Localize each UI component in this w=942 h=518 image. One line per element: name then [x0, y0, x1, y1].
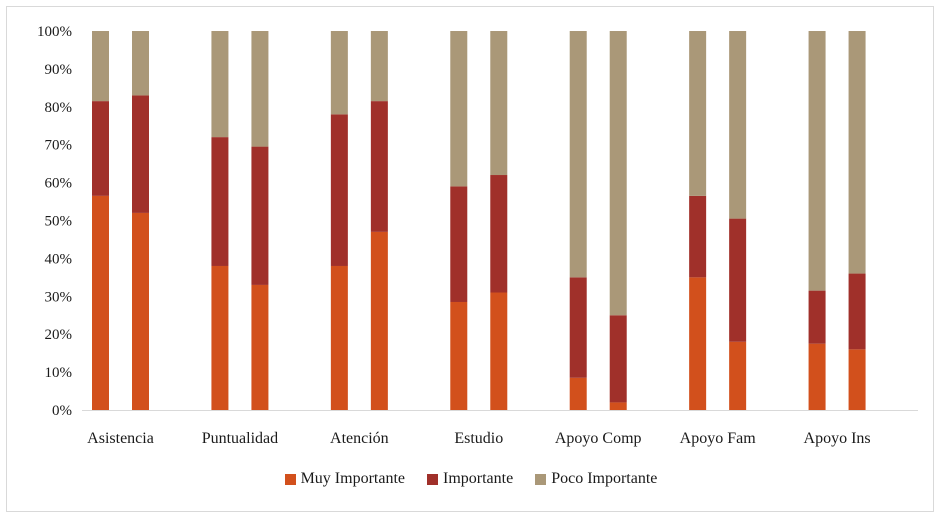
- x-tick-label: Asistencia: [87, 430, 154, 447]
- y-tick-label: 50%: [45, 214, 73, 230]
- y-tick-label: 30%: [45, 289, 73, 305]
- y-tick-label: 40%: [45, 251, 73, 267]
- legend-swatch: [284, 473, 296, 485]
- bar-segment: [92, 101, 109, 196]
- bar-segment: [330, 31, 348, 115]
- bar-segment: [609, 31, 627, 316]
- legend-label: Muy Importante: [300, 470, 405, 487]
- bar-segment: [808, 31, 826, 291]
- bar-segment: [689, 31, 707, 196]
- bar-segment: [689, 277, 707, 410]
- x-tick-label: Apoyo Fam: [680, 430, 757, 447]
- bar-segment: [569, 377, 587, 410]
- y-tick-label: 20%: [45, 327, 73, 343]
- legend-swatch: [427, 473, 438, 485]
- legend: Muy Importante Importante Poco Important…: [0, 470, 942, 488]
- y-tick-label: 90%: [45, 62, 73, 78]
- bar-segment: [450, 301, 468, 410]
- legend-item-muy-importante: Muy Importante: [284, 470, 405, 488]
- bar-segment: [132, 212, 149, 410]
- bar-segment: [92, 31, 109, 102]
- bar-segment: [490, 292, 508, 410]
- y-axis: 0% 10% 20% 30% 40% 50% 60% 70% 80% 90% 100%: [37, 24, 72, 419]
- legend-item-importante: Importante: [427, 470, 513, 488]
- x-tick-label: Apoyo Ins: [804, 430, 871, 447]
- bar-segment: [729, 31, 747, 219]
- bar-segment: [729, 341, 747, 410]
- y-tick-label: 60%: [45, 176, 73, 192]
- bar-segment: [848, 273, 866, 350]
- y-tick-label: 80%: [45, 100, 73, 116]
- bar-segment: [370, 101, 388, 232]
- bar-segment: [211, 31, 229, 138]
- bar-segment: [132, 95, 149, 213]
- bar-segment: [370, 31, 388, 102]
- bar-segment: [569, 277, 587, 378]
- bar-segment: [330, 114, 348, 266]
- bar-segment: [808, 343, 826, 410]
- bar-segment: [251, 284, 269, 410]
- legend-item-poco-importante: Poco Importante: [535, 470, 657, 488]
- y-tick-label: 100%: [37, 24, 72, 40]
- bar-segment: [251, 146, 269, 285]
- bar-segment: [490, 31, 508, 176]
- bar-segment: [450, 186, 468, 302]
- chart-frame: [6, 6, 934, 512]
- legend-label: Poco Importante: [551, 470, 658, 487]
- bar-segment: [251, 31, 269, 147]
- bar-segment: [132, 31, 149, 96]
- x-tick-label: Puntualidad: [202, 430, 278, 447]
- bar-segment: [609, 315, 627, 403]
- bar-segment: [689, 195, 707, 278]
- x-tick-label: Estudio: [454, 430, 503, 447]
- bar-segment: [609, 402, 627, 410]
- bar-segment: [729, 218, 747, 342]
- y-tick-label: 0%: [52, 403, 72, 419]
- bar-segment: [211, 137, 229, 266]
- bar-segment: [808, 290, 826, 344]
- bar-segment: [330, 265, 348, 410]
- bar-segment: [569, 31, 587, 278]
- bar-segment: [848, 349, 866, 410]
- bars: [92, 31, 866, 410]
- y-tick-label: 10%: [45, 365, 73, 381]
- bar-segment: [490, 175, 508, 293]
- legend-label: Importante: [443, 470, 514, 487]
- bar-segment: [370, 231, 388, 410]
- x-tick-label: Apoyo Comp: [555, 430, 642, 447]
- x-axis-labels: Asistencia Puntualidad Atención Estudio Apoy…: [87, 430, 870, 447]
- bar-segment: [450, 31, 468, 187]
- bar-segment: [848, 31, 866, 274]
- bar-segment: [211, 265, 229, 410]
- y-tick-label: 70%: [45, 138, 73, 154]
- bar-segment: [92, 195, 109, 410]
- legend-swatch: [535, 473, 547, 485]
- x-tick-label: Atención: [330, 430, 389, 447]
